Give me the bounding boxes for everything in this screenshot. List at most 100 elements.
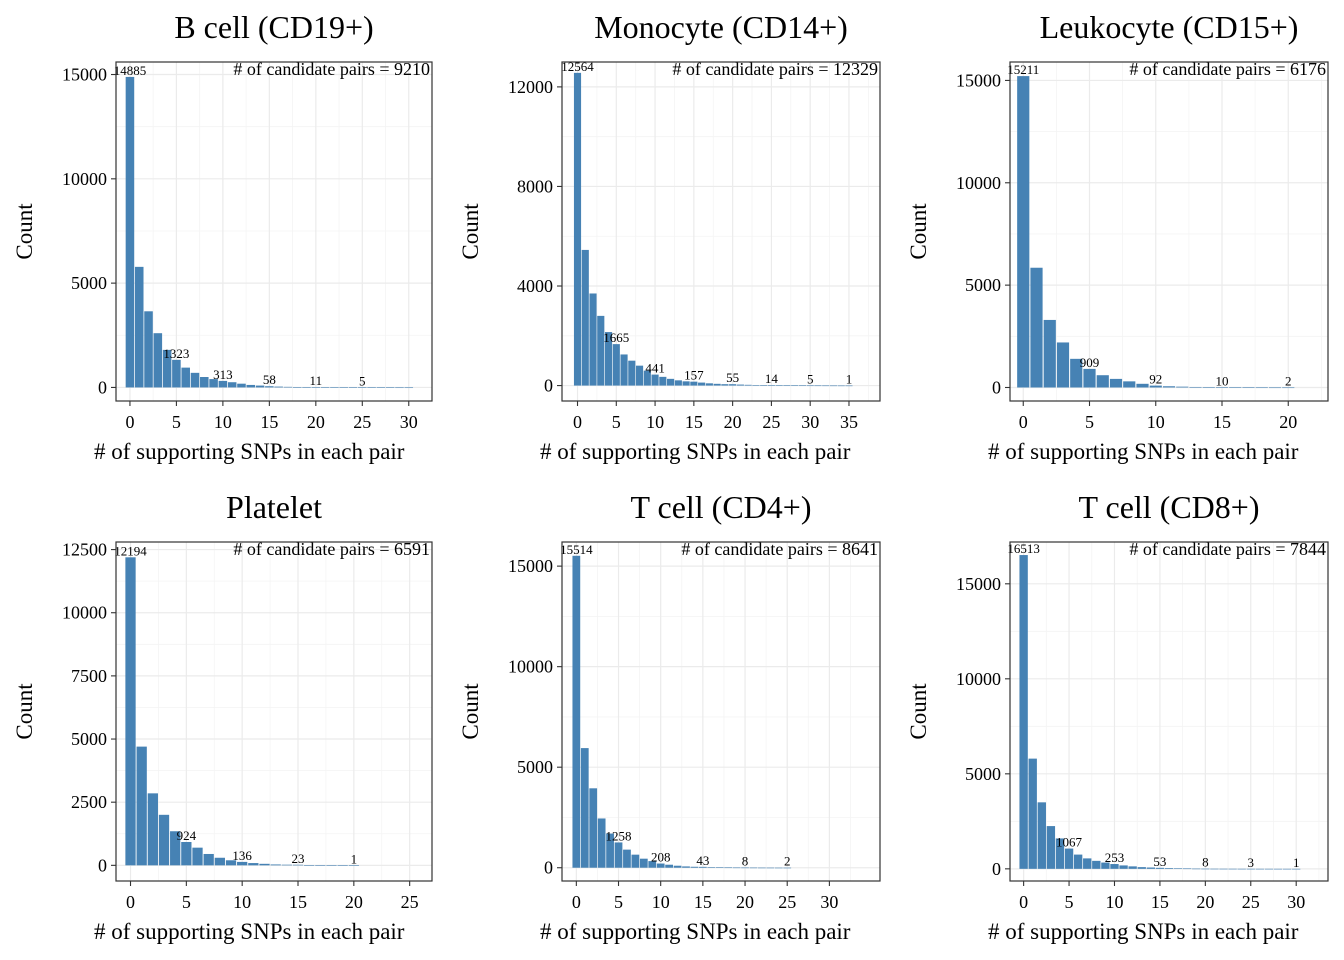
histogram-bar [1119, 865, 1128, 869]
histogram-bar [339, 387, 348, 388]
histogram-bar [690, 381, 698, 386]
y-tick-label: 0 [544, 376, 553, 396]
histogram-bar [1101, 862, 1110, 869]
panel-border [1009, 541, 1329, 882]
y-tick-label: 10000 [508, 657, 553, 677]
histogram-bar [237, 383, 246, 388]
histogram-bar [783, 867, 792, 869]
x-tick-label: 15 [260, 412, 278, 432]
histogram-bar [791, 385, 799, 386]
y-tick-label: 10000 [956, 173, 1001, 193]
histogram-bar [1264, 868, 1274, 870]
y-tick-label: 4000 [517, 276, 553, 296]
chart-panel: 16513 1067 253 53 8 3 1 # of candidate pairs = … [906, 489, 1329, 944]
x-tick-label: 15 [1151, 892, 1169, 912]
y-tick-label: 15000 [508, 556, 553, 576]
histogram-bar [281, 864, 292, 866]
candidate-pairs-annotation: # of candidate pairs = 7844 [1129, 539, 1326, 559]
histogram-bar [1282, 868, 1292, 870]
y-axis-label: Count [906, 683, 931, 740]
panel-border [1009, 61, 1329, 402]
chart-title: T cell (CD8+) [1079, 489, 1260, 525]
y-axis-label: Count [458, 683, 483, 740]
histogram-bar [1215, 387, 1229, 388]
bar-count-label: 208 [651, 850, 671, 865]
histogram-bar [614, 842, 623, 868]
histogram-bar [1229, 387, 1242, 388]
histogram-bar [766, 867, 775, 869]
histogram-bar [673, 865, 682, 868]
y-tick-label: 0 [992, 859, 1001, 879]
x-tick-label: 5 [614, 892, 623, 912]
y-axis-label: Count [12, 683, 37, 740]
histogram-bar [1173, 868, 1183, 869]
histogram-bar [1155, 867, 1165, 869]
bar-count-label: 253 [1105, 850, 1125, 865]
y-tick-label: 0 [992, 377, 1001, 397]
histogram-bar [181, 367, 190, 388]
bar-count-label: 12194 [114, 543, 147, 558]
x-tick-label: 20 [1279, 412, 1297, 432]
x-tick-label: 30 [1287, 892, 1305, 912]
histogram-bar [348, 865, 359, 866]
y-axis-label: Count [12, 203, 37, 260]
histogram-bar [705, 383, 713, 386]
histogram-bar [573, 72, 582, 386]
histogram-bar [237, 861, 248, 866]
histogram-bar [732, 867, 741, 869]
bar-count-label: 92 [1149, 372, 1162, 387]
histogram-bar [604, 332, 613, 386]
x-tick-label: 25 [353, 412, 371, 432]
histogram-bar [698, 866, 707, 868]
x-tick-label: 25 [762, 412, 780, 432]
histogram-bar [1037, 802, 1046, 869]
candidate-pairs-annotation: # of candidate pairs = 12329 [672, 59, 878, 79]
x-tick-label: 5 [612, 412, 621, 432]
histogram-bar [656, 863, 665, 868]
y-tick-label: 5000 [517, 757, 553, 777]
histogram-bar [674, 380, 682, 386]
histogram-bar [767, 385, 775, 386]
x-tick-label: 10 [652, 892, 670, 912]
candidate-pairs-annotation: # of candidate pairs = 6176 [1129, 59, 1326, 79]
histogram-bar [1017, 76, 1030, 388]
histogram-bar [774, 867, 783, 869]
x-tick-label: 0 [1019, 412, 1028, 432]
histogram-bar [1123, 381, 1136, 388]
bar-count-label: 11 [310, 373, 323, 388]
histogram-bar [682, 866, 690, 868]
histogram-bar [1109, 378, 1123, 388]
bar-count-label: 136 [232, 848, 252, 863]
histogram-bar [326, 865, 337, 866]
histogram-bar [1192, 868, 1201, 870]
histogram-bar [1028, 758, 1037, 869]
histogram-bar [639, 858, 648, 868]
y-tick-label: 12500 [62, 540, 107, 560]
x-tick-label: 0 [125, 412, 134, 432]
x-tick-label: 30 [400, 412, 418, 432]
bar-count-label: 157 [684, 368, 704, 383]
histogram-bar [292, 387, 302, 388]
histogram-bar [259, 863, 270, 866]
chart-title: Leukocyte (CD15+) [1040, 9, 1299, 45]
histogram-bar [758, 867, 766, 869]
histogram-bar [304, 865, 315, 866]
histogram-bar [814, 385, 822, 387]
histogram-bar [292, 864, 304, 866]
histogram-bar [597, 315, 605, 386]
bar-count-label: 43 [696, 853, 709, 868]
chart-title: B cell (CD19+) [174, 9, 373, 45]
bar-count-label: 15211 [1007, 62, 1039, 77]
bar-count-label: 55 [726, 370, 739, 385]
y-tick-label: 0 [98, 855, 107, 875]
bar-count-label: 2 [784, 854, 791, 869]
bar-count-label: 12564 [561, 59, 594, 74]
panel-background [1010, 542, 1328, 881]
chart-title: Monocyte (CD14+) [594, 9, 848, 45]
x-axis-label: # of supporting SNPs in each pair [94, 439, 405, 464]
bar-count-label: 23 [292, 851, 305, 866]
histogram-bar [1083, 368, 1096, 388]
x-tick-label: 5 [1065, 892, 1074, 912]
histogram-bar [1292, 868, 1301, 870]
histogram-bar [1246, 868, 1255, 870]
